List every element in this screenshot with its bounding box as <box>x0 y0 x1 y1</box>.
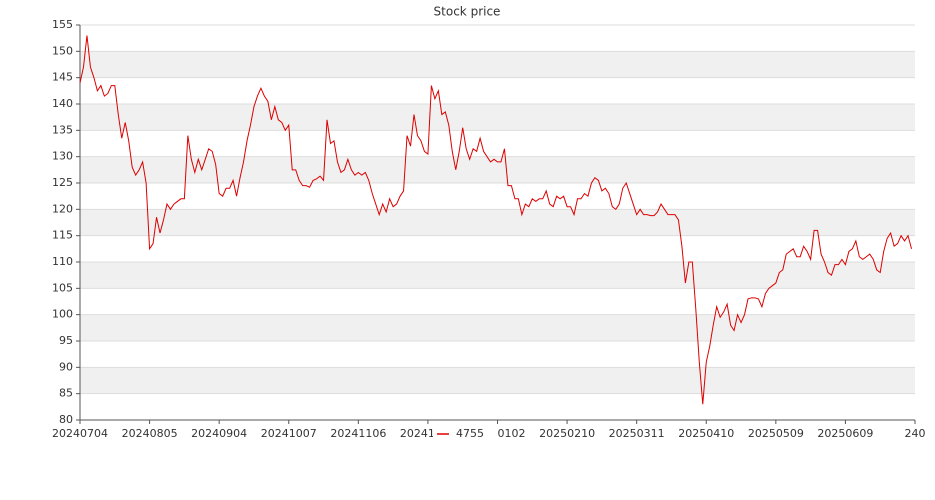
y-tick-label: 95 <box>59 334 73 347</box>
y-tick-label: 105 <box>52 281 73 294</box>
y-tick-label: 85 <box>59 387 73 400</box>
y-tick-label: 100 <box>52 308 73 321</box>
y-tick-label: 90 <box>59 360 73 373</box>
legend-box <box>433 426 497 442</box>
price-line <box>79 35 913 405</box>
y-tick-label: 130 <box>52 150 73 163</box>
y-tick-label: 80 <box>59 413 73 426</box>
grid-band <box>80 262 915 289</box>
y-tick-label: 115 <box>52 229 73 242</box>
y-tick-label: 110 <box>52 255 73 268</box>
grid-band <box>80 51 915 78</box>
grid-band <box>80 367 915 394</box>
x-tick-label: 20250509 <box>748 427 804 440</box>
x-tick-label: 240 <box>905 427 926 440</box>
x-tick-label: 20241106 <box>330 427 386 440</box>
y-tick-label: 140 <box>52 97 73 110</box>
x-tick-label: 20240904 <box>191 427 247 440</box>
y-tick-label: 145 <box>52 71 73 84</box>
y-tick-label: 125 <box>52 176 73 189</box>
y-tick-label: 155 <box>52 18 73 31</box>
y-tick-label: 120 <box>52 202 73 215</box>
x-tick-label: 20241007 <box>261 427 317 440</box>
x-tick-label: 20250210 <box>539 427 595 440</box>
x-tick-label: 20240805 <box>122 427 178 440</box>
grid-band <box>80 156 915 183</box>
grid-band <box>80 209 915 236</box>
grid-band <box>80 314 915 341</box>
grid-band <box>80 104 915 131</box>
chart-title: Stock price <box>434 5 501 19</box>
y-tick-label: 150 <box>52 44 73 57</box>
x-tick-label: 20240704 <box>52 427 108 440</box>
x-tick-label: 20250311 <box>609 427 665 440</box>
y-tick-label: 135 <box>52 123 73 136</box>
legend-label: 4755 <box>456 427 484 440</box>
x-tick-label: 20250410 <box>678 427 734 440</box>
x-tick-label: 20250609 <box>817 427 873 440</box>
